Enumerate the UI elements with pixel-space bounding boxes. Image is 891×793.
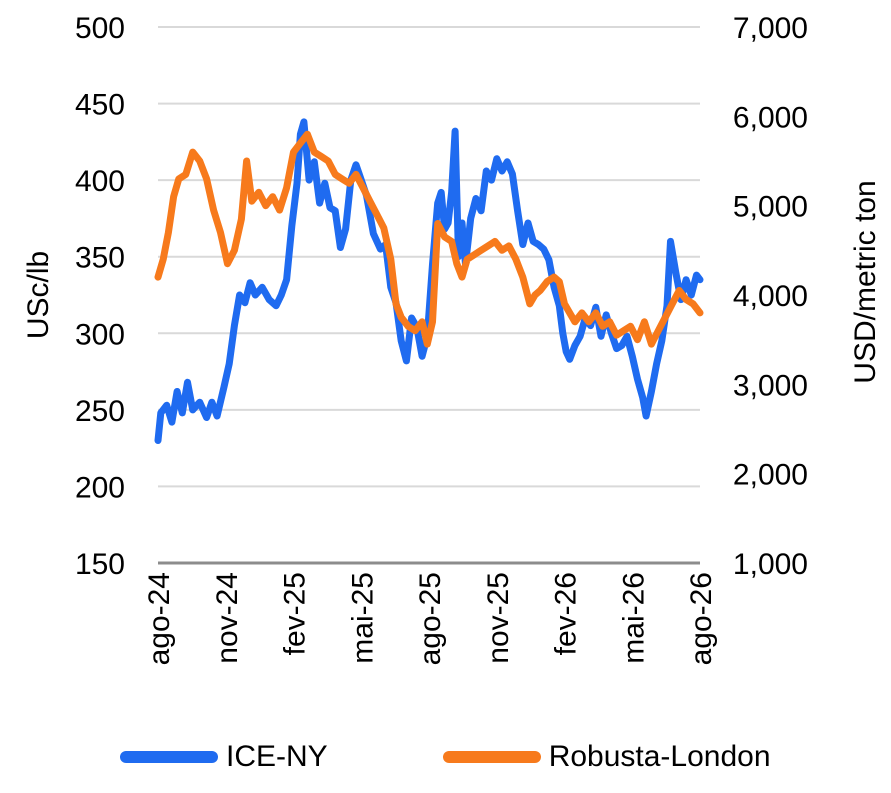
legend-label-robusta-london: Robusta-London — [548, 740, 771, 773]
legend-item-ice-ny: ICE-NY — [120, 740, 328, 774]
left-tick-label: 200 — [75, 471, 125, 504]
gridlines — [158, 26, 700, 488]
x-axis-ticks: ago-24 nov-24 fev-25 mai-25 ago-25 nov-25 fev-… — [143, 572, 718, 665]
left-tick-label: 400 — [75, 165, 125, 198]
right-tick-label: 1,000 — [733, 548, 808, 581]
left-tick-label: 350 — [75, 242, 125, 275]
left-axis-ticks: 150 200 250 300 350 400 450 500 — [75, 12, 125, 581]
left-tick-label: 150 — [75, 548, 125, 581]
legend: ICE-NY Robusta-London — [120, 740, 771, 774]
x-tick-label: ago-24 — [143, 572, 176, 665]
legend-item-robusta-london: Robusta-London — [442, 740, 771, 774]
right-tick-label: 7,000 — [733, 12, 808, 45]
x-tick-label: ago-26 — [685, 572, 718, 665]
series-line-robusta-london — [154, 130, 704, 348]
right-tick-label: 3,000 — [733, 369, 808, 402]
x-tick-label: fev-25 — [279, 572, 312, 655]
x-tick-label: fev-26 — [550, 572, 583, 655]
x-tick-label: mai-25 — [346, 572, 379, 664]
right-axis-title: USD/metric ton — [849, 180, 882, 383]
left-axis-title: USc/lb — [22, 251, 55, 339]
left-tick-label: 450 — [75, 89, 125, 122]
series-layer — [154, 118, 704, 444]
legend-swatch-robusta-london — [442, 751, 541, 763]
right-tick-label: 5,000 — [733, 191, 808, 224]
right-tick-label: 2,000 — [733, 459, 808, 492]
x-tick-label: nov-25 — [482, 572, 515, 664]
left-tick-label: 300 — [75, 318, 125, 351]
left-tick-label: 500 — [75, 12, 125, 45]
left-tick-label: 250 — [75, 395, 125, 428]
x-tick-label: ago-25 — [414, 572, 447, 665]
right-tick-label: 4,000 — [733, 280, 808, 313]
x-tick-label: mai-26 — [617, 572, 650, 664]
x-tick-label: nov-24 — [211, 572, 244, 664]
right-axis-ticks: 1,000 2,000 3,000 4,000 5,000 6,000 7,000 — [733, 12, 808, 581]
legend-swatch-ice-ny — [120, 751, 218, 763]
legend-label-ice-ny: ICE-NY — [226, 740, 328, 773]
right-tick-label: 6,000 — [733, 101, 808, 134]
series-line-ice-ny — [154, 118, 704, 444]
